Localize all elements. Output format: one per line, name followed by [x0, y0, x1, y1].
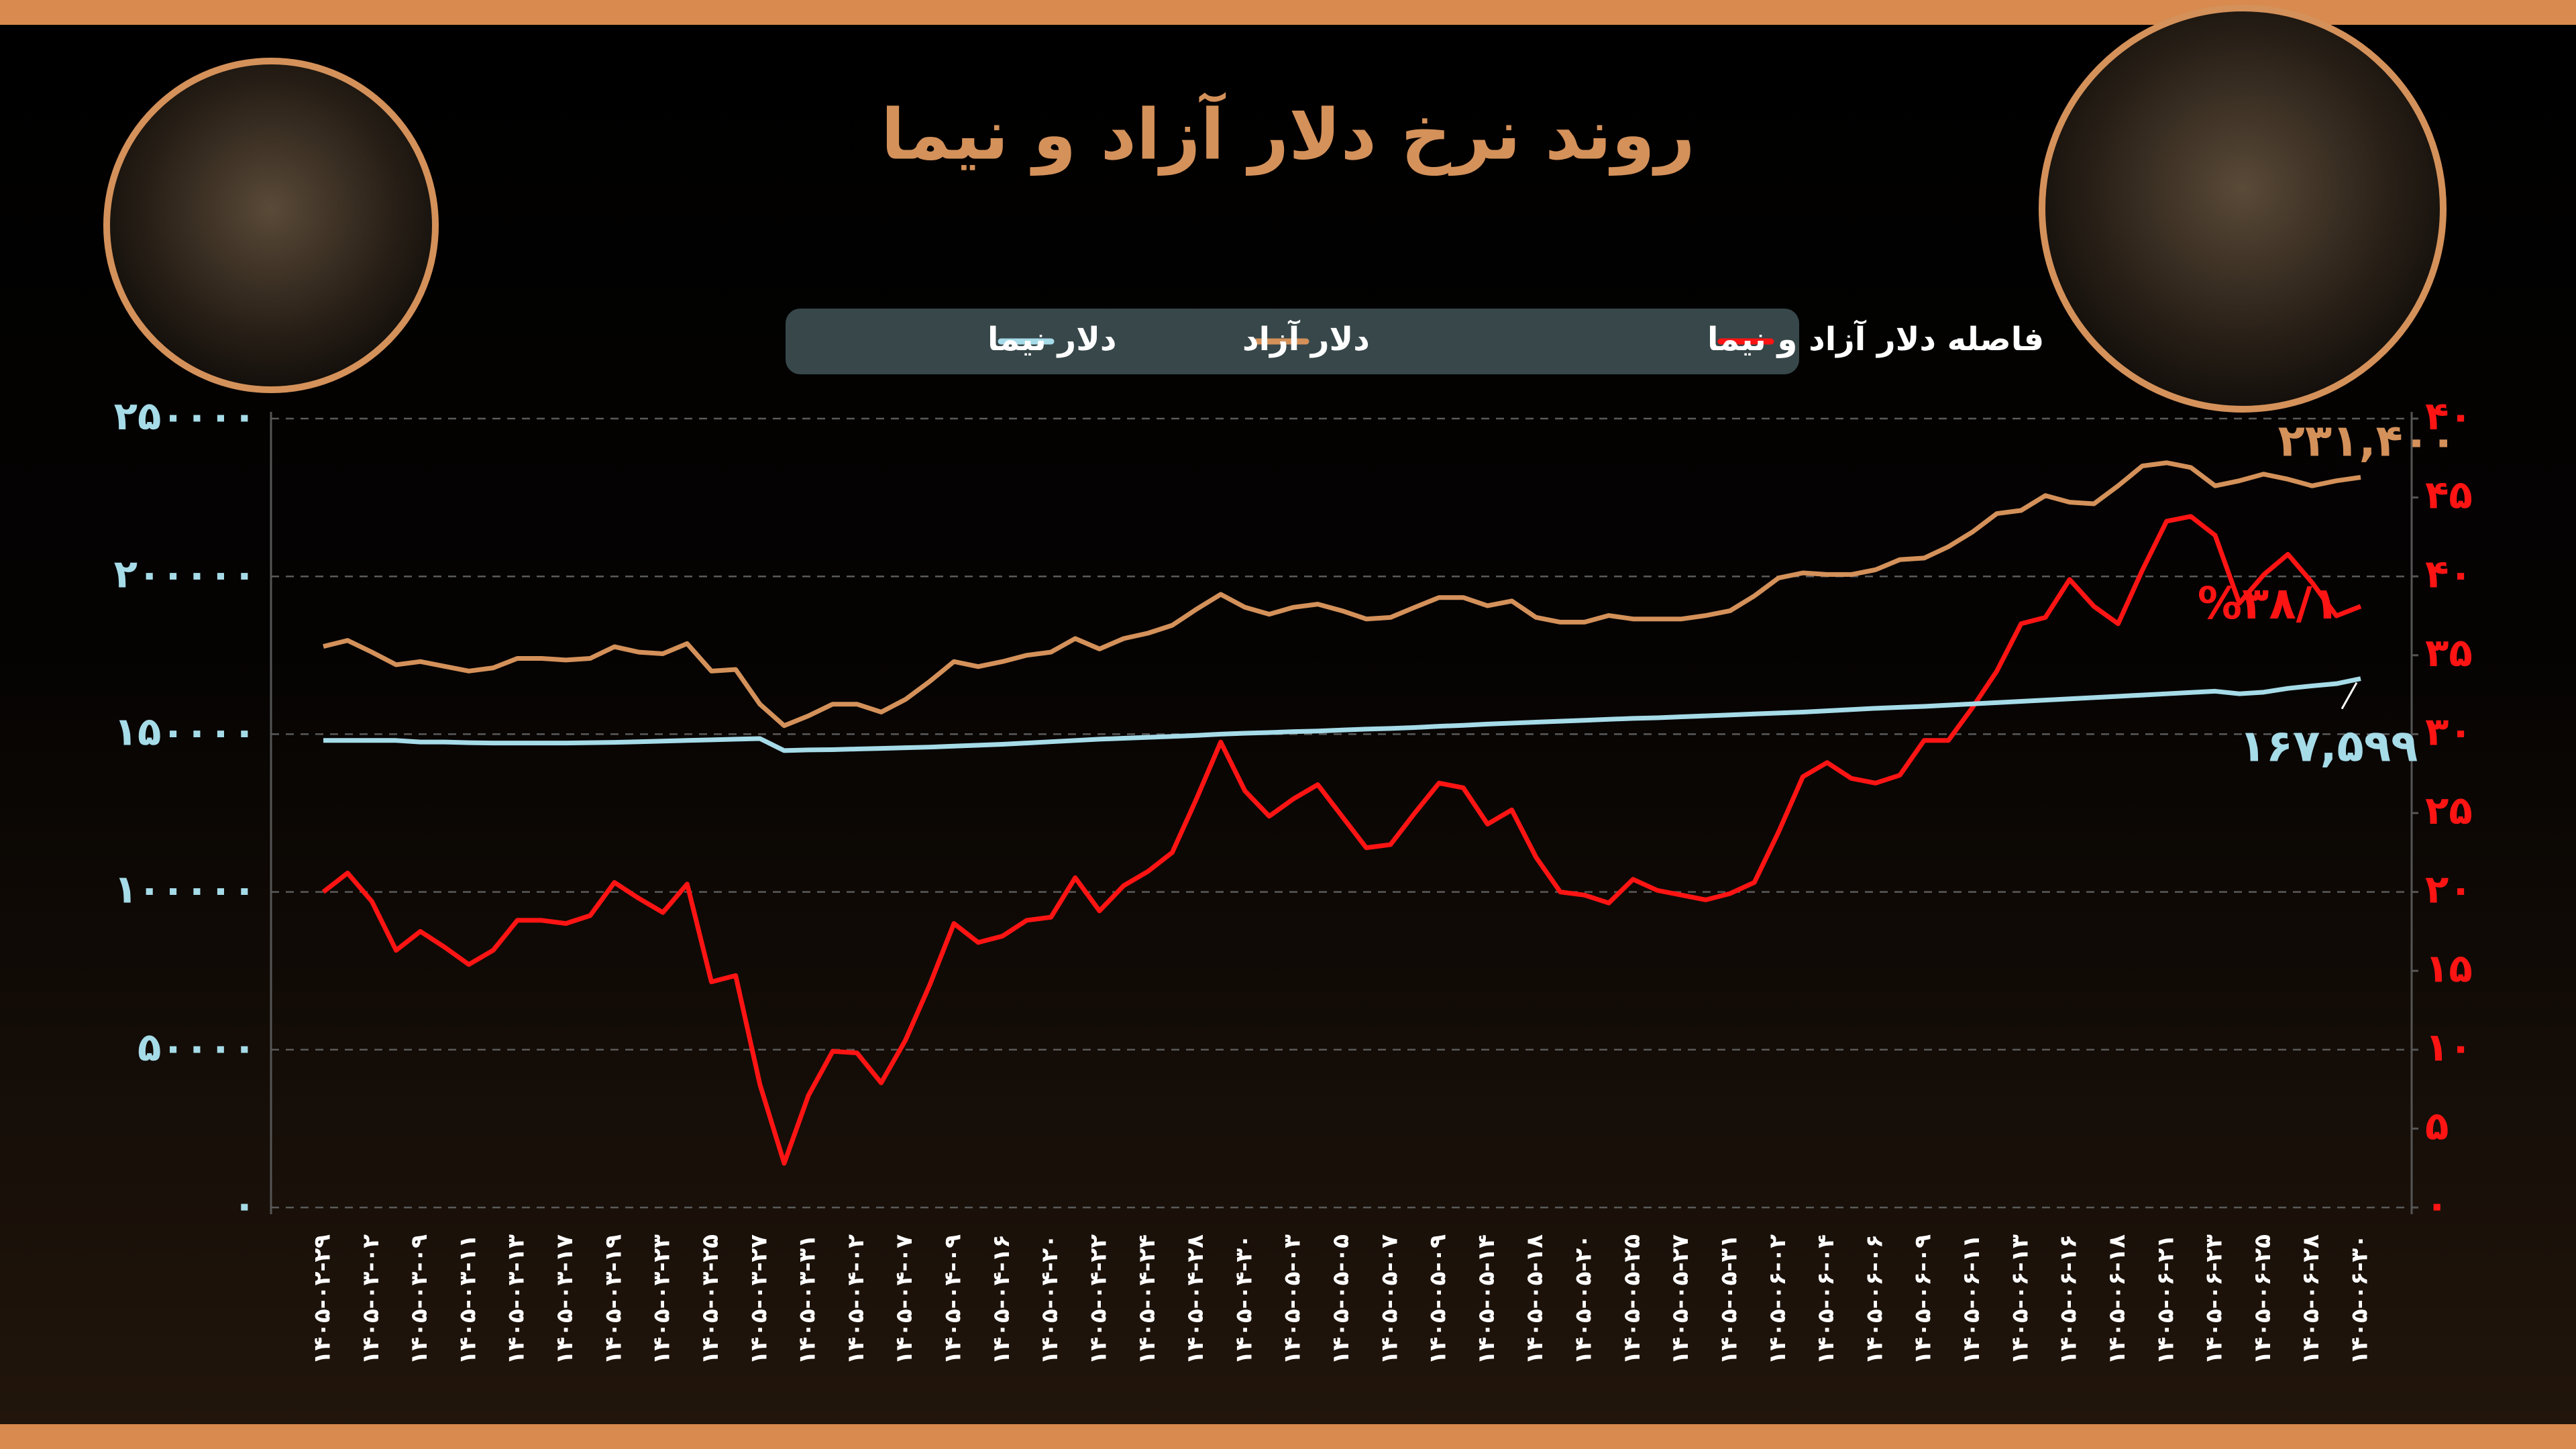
x-tick-label: ۱۴۰۵-۰۶-۰۴	[1813, 1234, 1839, 1364]
x-tick-label: ۱۴۰۵-۰۳-۰۲	[358, 1234, 384, 1364]
y-tick-label: ۲۰۰۰۰۰	[114, 551, 256, 596]
x-tick-label: ۱۴۰۵-۰۴-۲۲	[1085, 1234, 1112, 1364]
x-tick-label: ۱۴۰۵-۰۶-۰۶	[1861, 1234, 1888, 1364]
y2-tick-label: ۱۵	[2425, 945, 2473, 991]
y2-tick-label: ۰	[2425, 1182, 2449, 1228]
x-tick-label: ۱۴۰۵-۰۳-۲۳	[649, 1234, 676, 1364]
y-tick-label: ۲۵۰۰۰۰	[114, 393, 256, 439]
y2-tick-label: ۵	[2425, 1104, 2449, 1149]
series-line	[323, 460, 2361, 729]
x-tick-label: ۱۴۰۵-۰۴-۲۰	[1036, 1234, 1063, 1364]
x-tick-label: ۱۴۰۵-۰۵-۱۸	[1521, 1234, 1548, 1364]
x-tick-label: ۱۴۰۵-۰۴-۰۷	[891, 1234, 918, 1364]
y-tick-label: ۰	[233, 1182, 256, 1228]
y2-tick-label: ۳۵	[2425, 630, 2473, 676]
x-tick-label: ۱۴۰۵-۰۳-۱۳	[503, 1234, 530, 1364]
x-tick-label: ۱۴۰۵-۰۵-۲۷	[1667, 1234, 1694, 1364]
x-tick-label: ۱۴۰۵-۰۲-۲۹	[309, 1234, 336, 1364]
x-tick-label: ۱۴۰۵-۰۴-۳۰	[1230, 1234, 1257, 1364]
x-tick-label: ۱۴۰۵-۰۶-۰۹	[1910, 1234, 1937, 1364]
value-label: ۱۶۷,۵۹۹	[2239, 720, 2418, 772]
x-tick-label: ۱۴۰۵-۰۶-۲۳	[2201, 1234, 2228, 1364]
x-tick-label: ۱۴۰۵-۰۵-۲۰	[1570, 1234, 1597, 1364]
x-tick-label: ۱۴۰۵-۰۴-۰۹	[940, 1234, 967, 1364]
y2-tick-label: ۱۰	[2425, 1024, 2473, 1070]
x-tick-label: ۱۴۰۵-۰۶-۱۱	[1958, 1234, 1985, 1364]
x-tick-label: ۱۴۰۵-۰۳-۱۱	[454, 1234, 481, 1364]
x-tick-label: ۱۴۰۵-۰۵-۳۱	[1715, 1234, 1742, 1364]
x-tick-label: ۱۴۰۵-۰۴-۲۴	[1134, 1234, 1161, 1364]
legend-label: دلار آزاد	[1242, 319, 1370, 358]
y-tick-label: ۱۰۰۰۰۰	[114, 867, 256, 912]
chart-title: روند نرخ دلار آزاد و نیما	[881, 91, 1695, 176]
x-tick-label: ۱۴۰۵-۰۶-۳۰	[2347, 1234, 2373, 1364]
label-leader	[2341, 682, 2358, 710]
x-tick-label: ۱۴۰۵-۰۳-۲۷	[745, 1234, 772, 1364]
x-tick-label: ۱۴۰۵-۰۳-۰۹	[406, 1234, 433, 1364]
series-line	[321, 514, 2362, 1166]
y2-tick-label: ۴۰	[2425, 393, 2473, 439]
x-tick-label: ۱۴۰۵-۰۶-۱۳	[2006, 1234, 2033, 1364]
bull-badge	[2039, 5, 2447, 413]
x-tick-label: ۱۴۰۵-۰۵-۰۳	[1279, 1234, 1306, 1364]
bottom-band	[0, 1424, 2576, 1449]
x-tick-label: ۱۴۰۵-۰۶-۱۸	[2104, 1234, 2131, 1364]
x-tick-label: ۱۴۰۵-۰۶-۲۸	[2298, 1234, 2324, 1364]
x-tick-label: ۱۴۰۵-۰۶-۰۲	[1764, 1234, 1791, 1364]
series-line	[323, 676, 2361, 753]
x-tick-label: ۱۴۰۵-۰۴-۱۶	[988, 1234, 1015, 1364]
y-tick-label: ۵۰۰۰۰	[138, 1024, 256, 1070]
y-tick-label: ۱۵۰۰۰۰	[114, 709, 256, 755]
value-label: %۳۸/۱	[2198, 578, 2339, 629]
x-tick-label: ۱۴۰۵-۰۳-۱۹	[600, 1234, 627, 1364]
x-tick-label: ۱۴۰۵-۰۵-۰۹	[1425, 1234, 1452, 1364]
legend-label: فاصله دلار آزاد و نیما	[1707, 319, 2044, 358]
legend-label: دلار نیما	[987, 321, 1117, 358]
x-tick-label: ۱۴۰۵-۰۵-۲۵	[1619, 1234, 1646, 1364]
x-tick-label: ۱۴۰۵-۰۶-۲۵	[2249, 1234, 2276, 1364]
x-tick-label: ۱۴۰۵-۰۳-۱۷	[551, 1234, 578, 1364]
y2-tick-label: ۳۰	[2425, 709, 2473, 755]
x-tick-label: ۱۴۰۵-۰۳-۳۱	[794, 1234, 821, 1364]
x-tick-label: ۱۴۰۵-۰۵-۱۴	[1473, 1234, 1500, 1364]
x-tick-label: ۱۴۰۵-۰۴-۲۸	[1182, 1234, 1209, 1364]
x-tick-label: ۱۴۰۵-۰۶-۲۱	[2152, 1234, 2179, 1364]
x-tick-label: ۱۴۰۵-۰۵-۰۷	[1376, 1234, 1403, 1364]
y2-tick-label: ۴۵	[2425, 472, 2473, 518]
value-label: ۲۳۱,۴۰۰	[2278, 415, 2457, 467]
x-tick-label: ۱۴۰۵-۰۴-۰۲	[843, 1234, 869, 1364]
x-tick-label: ۱۴۰۵-۰۳-۲۵	[697, 1234, 724, 1364]
y2-tick-label: ۲۵	[2425, 788, 2473, 833]
top-band	[0, 0, 2576, 25]
bear-badge	[103, 58, 439, 393]
y2-tick-label: ۴۰	[2425, 551, 2473, 596]
x-tick-label: ۱۴۰۵-۰۶-۱۶	[2055, 1234, 2082, 1364]
y2-tick-label: ۲۰	[2425, 867, 2473, 912]
x-tick-label: ۱۴۰۵-۰۵-۰۵	[1328, 1234, 1354, 1364]
